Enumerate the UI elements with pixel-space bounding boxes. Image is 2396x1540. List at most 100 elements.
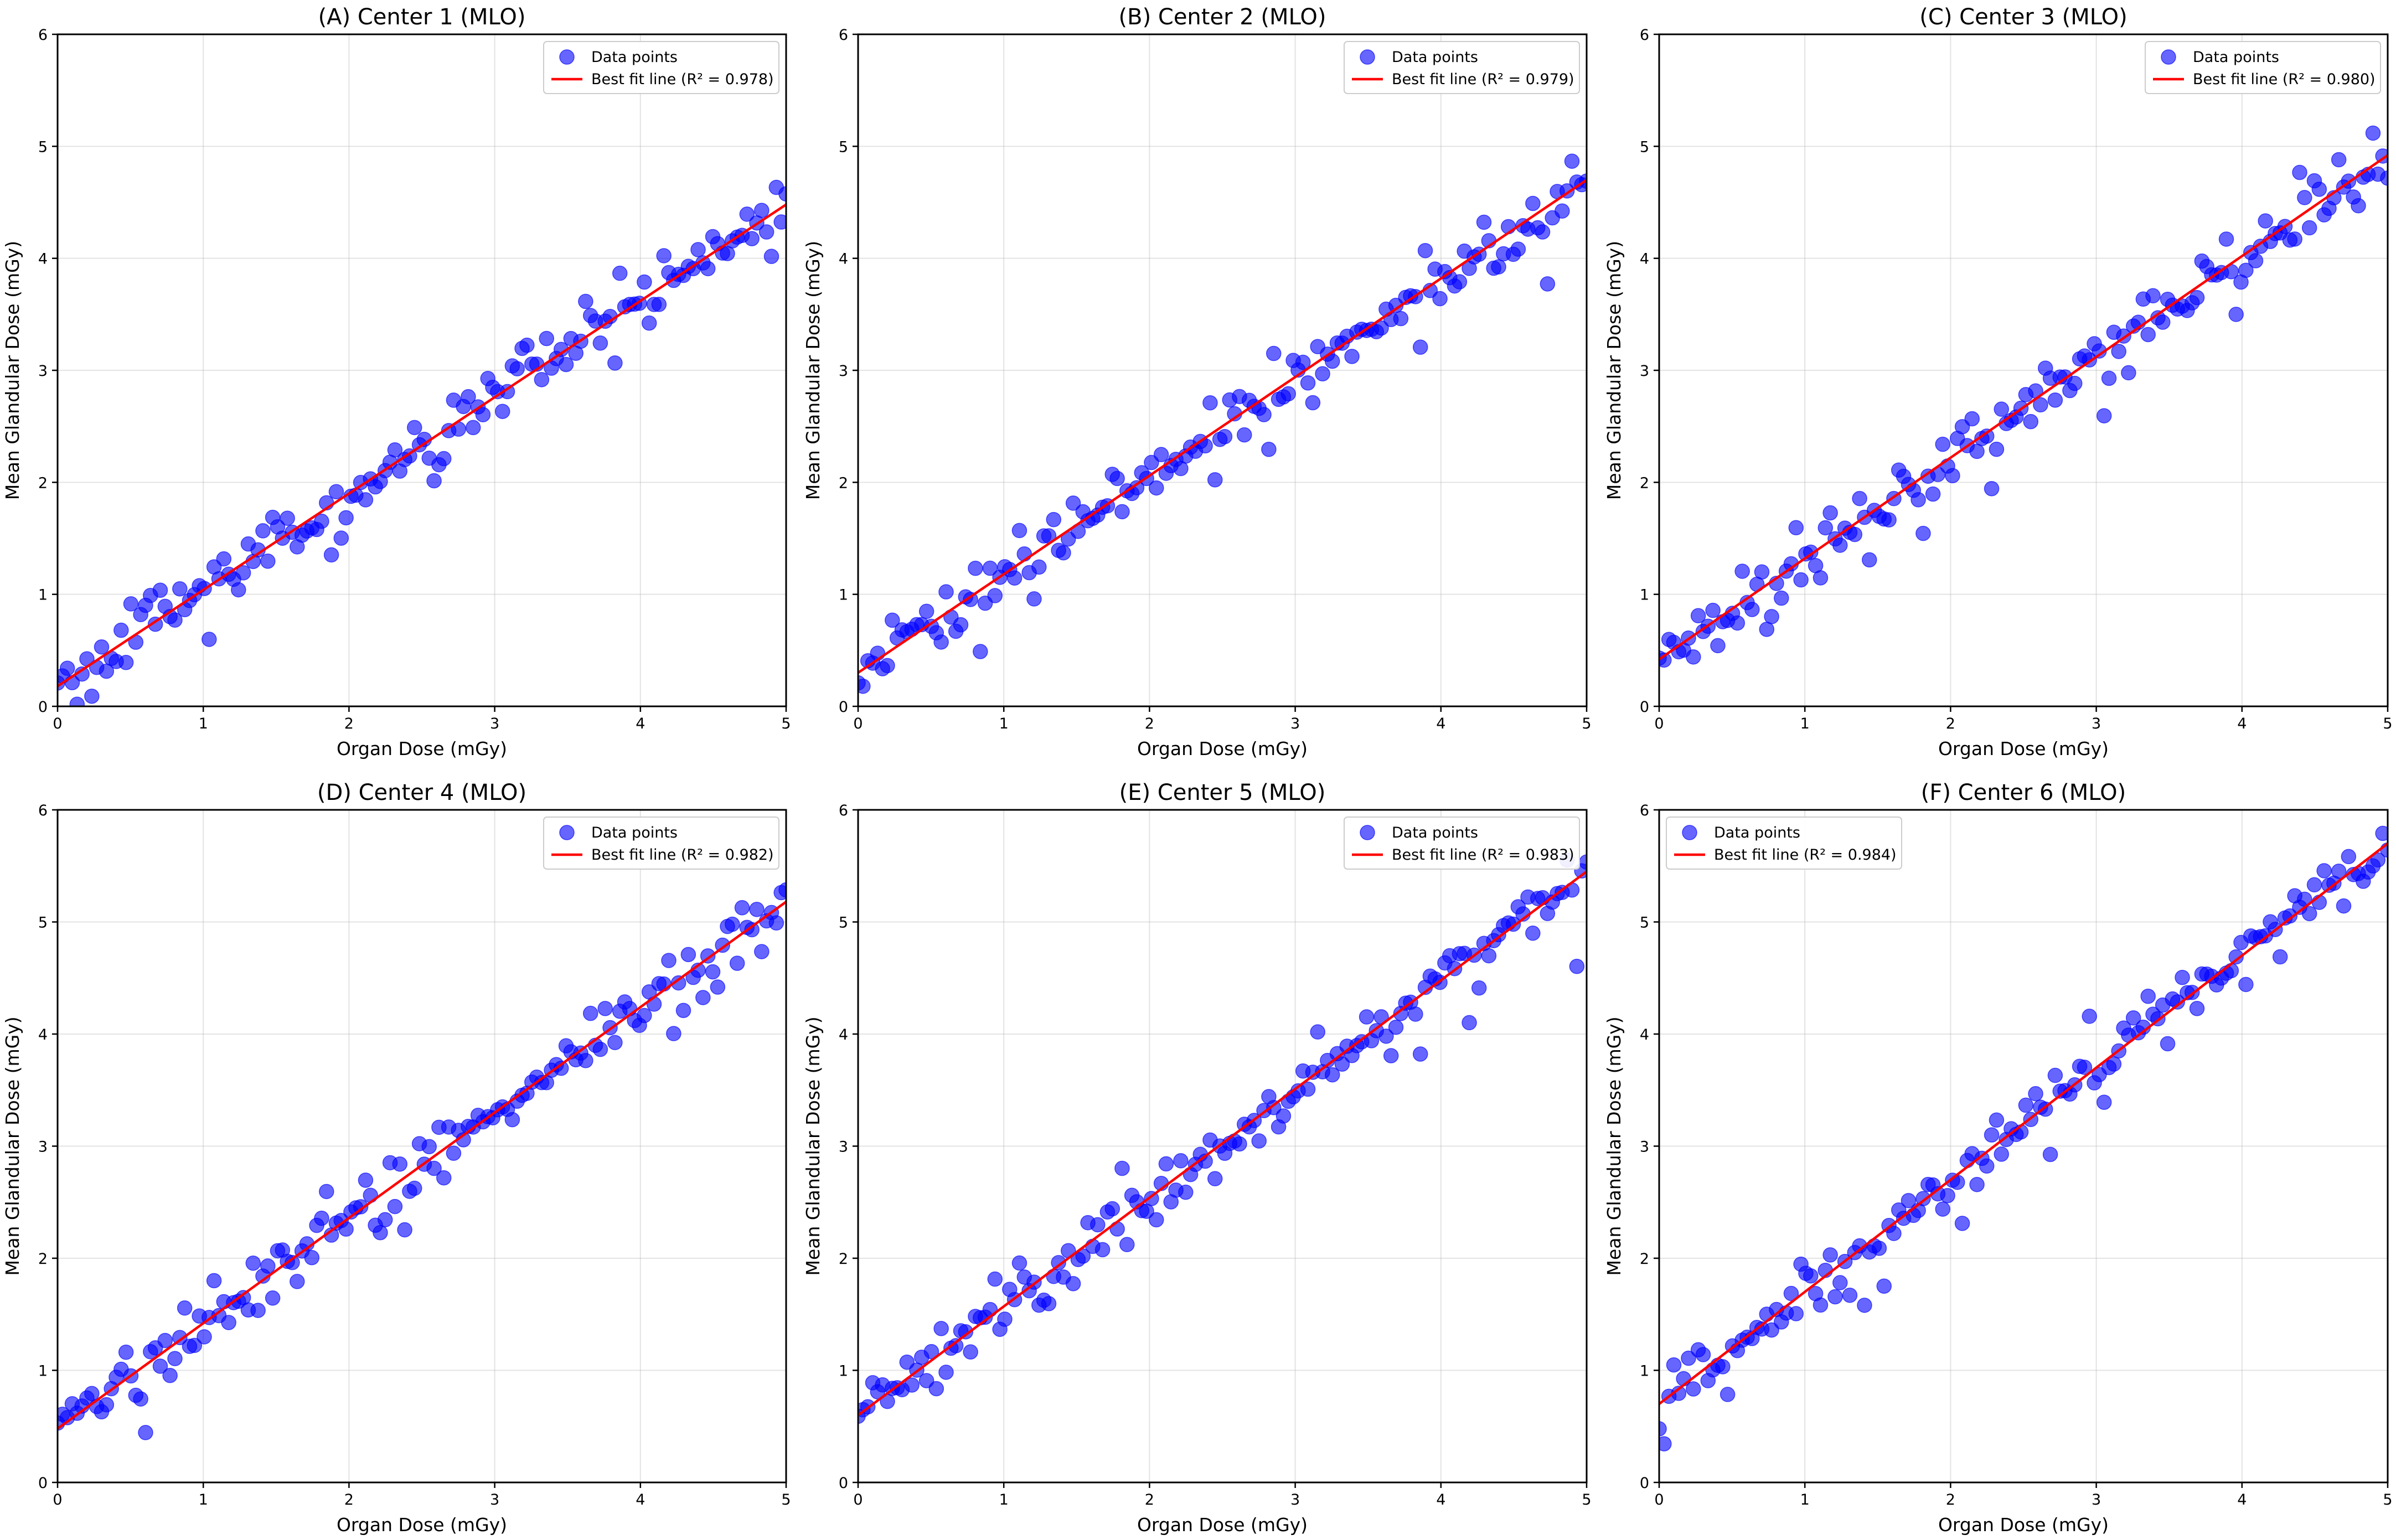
data-point xyxy=(1969,443,1985,459)
data-point xyxy=(670,975,686,991)
data-point xyxy=(187,1337,203,1353)
data-point xyxy=(2067,375,2083,391)
data-point xyxy=(1462,1015,1477,1031)
data-point xyxy=(578,1053,593,1068)
data-point xyxy=(1300,1081,1316,1097)
y-tick-label: 3 xyxy=(38,363,48,380)
legend: Data points Best fit line (R² = 0.982) xyxy=(543,816,779,870)
data-point xyxy=(1764,609,1779,624)
data-point xyxy=(720,246,735,261)
data-point xyxy=(1149,480,1164,496)
data-point xyxy=(2018,1097,2034,1113)
data-point xyxy=(1989,1112,2005,1128)
y-tick-label: 6 xyxy=(839,802,848,819)
y-tick-label: 2 xyxy=(839,1250,848,1268)
data-point xyxy=(1788,1306,1804,1321)
legend-marker-data-points xyxy=(1682,825,1697,840)
data-point xyxy=(338,510,354,526)
data-point xyxy=(1886,1226,1902,1241)
data-point xyxy=(1876,1278,1892,1294)
data-point xyxy=(1114,1160,1130,1176)
data-point xyxy=(1813,1297,1829,1313)
legend-label-data-points: Data points xyxy=(1714,824,1800,841)
data-point xyxy=(1149,1212,1164,1228)
data-point xyxy=(1256,407,1272,422)
data-point xyxy=(436,451,452,467)
data-point xyxy=(2331,152,2347,168)
data-point xyxy=(2140,327,2156,343)
data-point xyxy=(1158,1156,1174,1172)
data-point xyxy=(2096,408,2112,423)
data-point xyxy=(1481,948,1497,964)
data-point xyxy=(938,1365,954,1380)
data-point xyxy=(59,660,75,676)
y-tick-label: 2 xyxy=(38,1250,48,1268)
x-tick-label: 0 xyxy=(853,715,863,732)
data-point xyxy=(1359,1009,1375,1025)
data-point xyxy=(197,1329,212,1345)
y-axis-label: Mean Glandular Dose (mGy) xyxy=(802,1016,824,1275)
data-point xyxy=(235,565,251,581)
data-point xyxy=(1734,564,1750,579)
data-point xyxy=(133,1391,148,1407)
data-point xyxy=(953,617,969,633)
data-point xyxy=(2272,949,2288,965)
legend-label-data-points: Data points xyxy=(2193,49,2279,66)
data-point xyxy=(778,882,786,898)
data-point xyxy=(2301,906,2317,922)
data-point xyxy=(2047,392,2063,408)
legend: Data points Best fit line (R² = 0.980) xyxy=(2145,41,2381,94)
y-tick-label: 3 xyxy=(1640,1139,1649,1156)
data-point xyxy=(744,922,760,938)
data-point xyxy=(1715,1359,1731,1374)
data-point xyxy=(255,523,271,539)
data-point xyxy=(1817,520,1834,536)
y-tick-label: 1 xyxy=(839,587,848,604)
legend-label-data-points: Data points xyxy=(1392,824,1478,841)
data-point xyxy=(338,1221,354,1237)
data-point xyxy=(1383,1048,1399,1063)
y-tick-label: 0 xyxy=(38,1475,48,1492)
data-point xyxy=(221,1315,236,1330)
legend-label-best-fit: Best fit line (R² = 0.982) xyxy=(591,846,774,864)
data-point xyxy=(94,639,110,655)
y-tick-label: 2 xyxy=(1640,474,1649,492)
data-point xyxy=(157,1332,173,1348)
data-point xyxy=(661,953,677,968)
x-tick-label: 0 xyxy=(1654,1491,1664,1508)
data-point xyxy=(1217,429,1233,445)
data-point xyxy=(2351,198,2366,214)
y-tick-label: 0 xyxy=(1640,699,1649,716)
data-point xyxy=(768,915,784,931)
data-point xyxy=(2047,1067,2063,1083)
y-tick-label: 3 xyxy=(38,1139,48,1156)
data-point xyxy=(948,1338,964,1353)
data-point xyxy=(963,592,978,607)
x-tick-label: 3 xyxy=(1290,1491,1300,1508)
x-axis-label: Organ Dose (mGy) xyxy=(337,738,507,759)
data-point xyxy=(475,407,491,422)
data-point xyxy=(231,582,246,598)
legend-marker-data-points xyxy=(559,825,575,840)
legend-label-best-fit: Best fit line (R² = 0.980) xyxy=(2193,71,2376,88)
data-point xyxy=(152,582,168,598)
data-point xyxy=(1046,511,1062,528)
data-point xyxy=(1344,349,1360,364)
y-tick-label: 6 xyxy=(839,27,848,44)
data-point xyxy=(1031,559,1047,575)
data-point xyxy=(260,553,276,569)
x-tick-label: 4 xyxy=(636,1491,645,1508)
data-point xyxy=(1759,622,1775,637)
data-point xyxy=(1901,1193,1917,1208)
data-point xyxy=(1690,608,1706,624)
data-point xyxy=(2140,988,2156,1004)
data-point xyxy=(1251,1133,1267,1149)
legend-box xyxy=(2145,41,2381,94)
data-point xyxy=(2238,262,2254,278)
data-point xyxy=(2189,290,2205,306)
data-point xyxy=(509,361,525,376)
chart-title: (E) Center 5 (MLO) xyxy=(1119,780,1326,805)
data-point xyxy=(1305,395,1321,411)
data-point xyxy=(680,947,696,963)
